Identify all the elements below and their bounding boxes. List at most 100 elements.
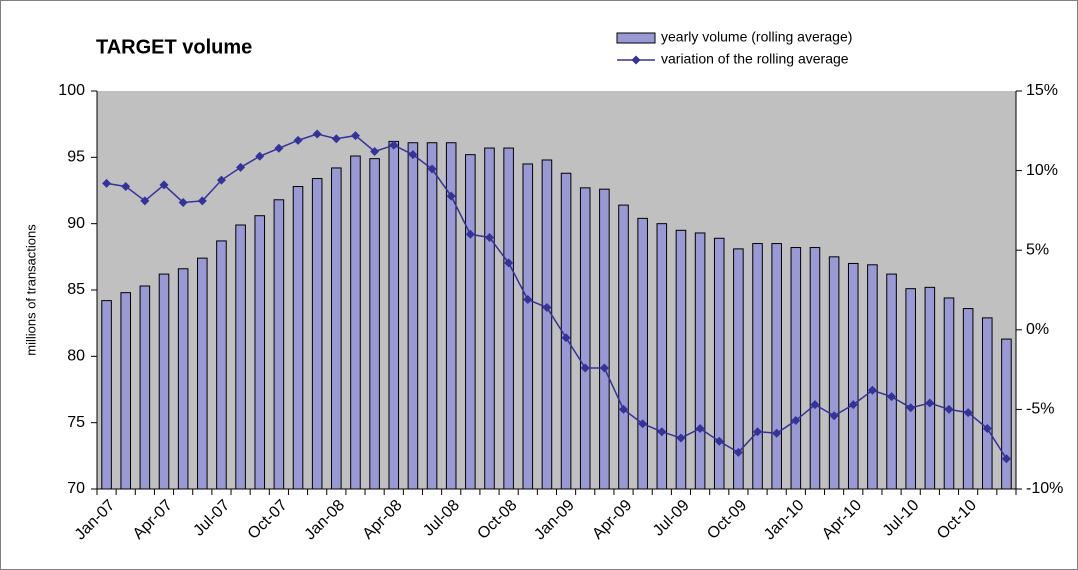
line-marker [236,162,246,172]
chart-title: TARGET volume [96,36,252,58]
bar [426,142,438,490]
bar [790,247,802,490]
bar [273,199,285,490]
y-tick-label: 80 [67,348,85,365]
bar [905,288,916,490]
line-marker [848,400,858,410]
line-marker [523,295,533,305]
bar [177,268,189,490]
bar [311,178,323,490]
line-marker [695,424,705,434]
line [106,133,1008,460]
legend-label: yearly volume (rolling average) [661,29,852,45]
bar [101,300,112,490]
line-marker [1001,454,1011,464]
bar [771,243,782,490]
line-marker [274,143,284,153]
y-tick-label: 85 [67,281,85,298]
line-marker [446,191,456,201]
bar [675,229,687,490]
line-marker [867,385,877,395]
line-marker [580,363,590,373]
bar [541,159,553,490]
plot-area [97,91,1016,489]
line-marker [829,411,839,421]
y2-tick-label: -5% [1026,401,1054,418]
bar [618,204,629,490]
line-marker [255,151,265,161]
line-marker [638,419,648,429]
bar [867,264,878,490]
bar [599,188,610,490]
y-tick-label: 75 [67,414,85,431]
bar [407,142,419,490]
bar [637,217,648,490]
line-marker [982,424,992,434]
line-marker [121,182,131,192]
y2-tick-label: 0% [1026,321,1049,338]
line-marker [331,134,341,144]
bar [254,215,266,490]
line-marker [657,427,667,437]
line-marker [140,196,150,206]
legend-marker [631,55,641,65]
y2-tick-label: 10% [1026,162,1058,179]
bar [943,297,955,490]
line-marker [504,258,514,268]
line-marker [714,436,724,446]
line-marker [963,408,973,418]
y2-tick-label: -10% [1026,480,1063,497]
line-marker [791,416,801,426]
bar [369,158,380,490]
y-tick-label: 90 [67,215,85,232]
line-marker [542,303,552,313]
bar [847,262,859,490]
bar [809,247,821,490]
line-marker [293,135,303,145]
line-marker [561,333,571,343]
bar [579,187,591,490]
line-marker [676,433,686,443]
bar [350,155,361,490]
bar [752,243,763,490]
line-marker [197,196,207,206]
bar [886,273,897,490]
legend-label: variation of the rolling average [661,51,849,67]
line-marker [427,164,437,174]
bar [331,167,342,490]
line-marker [906,403,916,413]
line-marker [599,363,609,373]
bar [484,147,495,490]
bar [924,286,936,490]
bar [216,240,227,490]
bar [828,256,840,490]
line-marker [465,229,475,239]
bar [713,237,725,490]
line-marker [159,180,169,190]
line-marker [312,129,322,139]
bar [503,147,514,490]
legend-swatch [616,32,656,44]
bar [694,232,706,490]
y-axis-label: millions of transactions [23,224,38,356]
line-marker [370,146,380,156]
line-marker [733,447,743,457]
line-marker [484,232,494,242]
y-tick-label: 95 [67,149,85,166]
bar [292,186,304,490]
line-marker [350,131,360,141]
bar [120,292,132,490]
line-marker [619,404,629,414]
bar [981,317,993,490]
line-marker [408,150,418,160]
line-marker [810,400,820,410]
bar [388,140,400,490]
line-marker [944,404,954,414]
bar [235,224,246,490]
bar [1001,338,1012,490]
y-tick-label: 70 [67,480,85,497]
line-marker [772,428,782,438]
line-marker [178,197,188,207]
y2-tick-label: 15% [1026,82,1058,99]
